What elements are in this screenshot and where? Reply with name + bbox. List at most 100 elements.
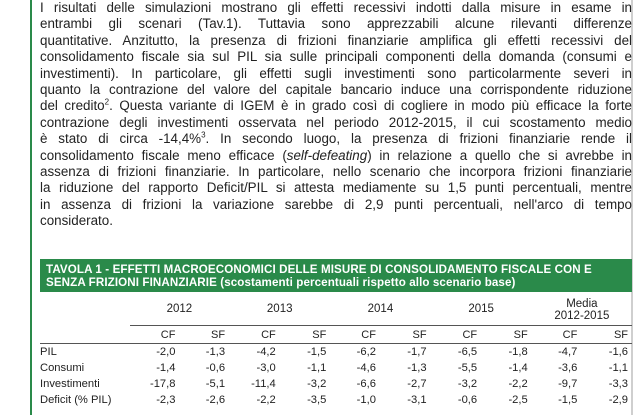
- year-header: 2014: [330, 292, 431, 326]
- paragraph-line: investimenti). In particolare, gli effet…: [40, 65, 632, 81]
- col-sf: SF: [412, 328, 427, 341]
- table-row: Consumi -1,4 -0,6 -3,0 -1,1 -4,6 -1,3 -5,5 -1,4 -…: [40, 360, 632, 376]
- col-sf: SF: [513, 328, 528, 341]
- row-label: Deficit (% PIL): [40, 394, 112, 406]
- col-cf: CF: [361, 328, 376, 341]
- data-table: 2012 2013 2014 2015 Media 2012-2015 CF S…: [40, 292, 632, 408]
- year-header: 2013: [229, 292, 331, 326]
- col-cf: CF: [462, 328, 478, 341]
- table-title-line: SENZA FRIZIONI FINANZIARIE (scostamenti …: [46, 276, 626, 289]
- media-header: Media 2012-2015: [531, 292, 632, 326]
- table-cell: -1,4: [156, 362, 176, 374]
- footnote-ref: 3: [201, 130, 206, 140]
- paragraph-line: in assenza di frizioni la variazione sar…: [40, 196, 632, 212]
- paragraph-text: del credito: [40, 98, 105, 114]
- paragraph-text: . In secondo luogo, la presenza di frizi…: [205, 131, 633, 147]
- right-margin-rule: [631, 0, 633, 415]
- year-header: 2015: [430, 292, 532, 326]
- table-cell: -1,0: [356, 394, 376, 406]
- paragraph-line: consolidamento fiscale meno efficace (se…: [40, 148, 632, 164]
- col-sf: SF: [613, 328, 628, 341]
- table-cell: -2,9: [608, 394, 628, 406]
- row-label: Investimenti: [40, 378, 100, 390]
- paragraph-line: è stato di circa -14,4%3. In secondo luo…: [40, 131, 632, 147]
- table-subtitle: (scostamenti percentuali rispetto allo s…: [220, 276, 516, 289]
- paragraph-text: ) in relazione a quello che si avrebbe i…: [367, 147, 632, 163]
- table-cell: -1,1: [307, 362, 327, 374]
- table-cell: -2,0: [129, 343, 180, 360]
- table-cell: -3,6: [558, 362, 578, 374]
- paragraph-line: consolidamento fiscale sia sul PIL sia s…: [40, 49, 632, 65]
- table-cell: -5,1: [205, 378, 226, 390]
- table-cell: -11,4: [251, 378, 276, 390]
- table-cell: -2,7: [407, 378, 427, 390]
- paragraph-line: quantitative. Anzitutto, la presenza di …: [40, 32, 632, 48]
- table-cell: -3,0: [256, 362, 276, 374]
- table-cell: -5,5: [457, 362, 478, 374]
- table-cell: -2,2: [256, 394, 276, 406]
- footnote-ref: 2: [104, 97, 110, 107]
- table-cell: -6,5: [430, 343, 482, 360]
- col-sf: SF: [312, 328, 327, 341]
- col-sf: SF: [211, 328, 226, 341]
- table-cell: -6,2: [330, 343, 380, 360]
- table-row: PIL -2,0 -1,3 -4,2 -1,5 -6,2 -1,7 -6,5 -1,8 -4,7-…: [40, 343, 632, 360]
- table-cell: -2,5: [508, 394, 528, 406]
- media-label: Media: [566, 298, 598, 310]
- col-cf: CF: [261, 328, 276, 341]
- paragraph-text: è stato di circa -14,4%: [40, 131, 202, 147]
- table-cell: -2,3: [156, 394, 176, 406]
- table-cell: -1,4: [508, 362, 528, 374]
- table-cell: -4,6: [356, 362, 376, 374]
- table-cell: -3,5: [307, 394, 327, 406]
- table-title-text: SENZA FRIZIONI FINANZIARIE: [46, 276, 217, 289]
- table-cell: -3,2: [457, 378, 478, 390]
- table-cell: -1,3: [179, 343, 230, 360]
- row-label: Consumi: [40, 362, 85, 374]
- paragraph-line: quanto la contrazione del valore del cap…: [40, 82, 632, 98]
- table-cell: -0,6: [205, 362, 226, 374]
- table-cell: -1,5: [558, 394, 578, 406]
- table-row: Deficit (% PIL) -2,3 -2,6 -2,2 -3,5 -1,0 -3,1 -…: [40, 392, 632, 408]
- table-block: TAVOLA 1 - EFFETTI MACROECONOMICI DELLE …: [40, 259, 632, 408]
- paragraph-line: contrazione degli investimenti osservata…: [40, 114, 632, 130]
- table-title: TAVOLA 1 - EFFETTI MACROECONOMICI DELLE …: [40, 259, 632, 292]
- italic-term: self-defeating: [286, 147, 368, 163]
- table-cell: -9,7: [558, 378, 578, 390]
- table-title-line: TAVOLA 1 - EFFETTI MACROECONOMICI DELLE …: [46, 263, 592, 276]
- table-cell: -3,1: [407, 394, 427, 406]
- table-cell: -4,7: [531, 343, 582, 360]
- paragraph-line: considerato.: [40, 213, 113, 229]
- table-cell: -2,2: [508, 378, 528, 390]
- corner-cell: [40, 292, 130, 326]
- corner-cell: [40, 326, 130, 344]
- table-cell: -2,6: [205, 394, 226, 406]
- col-cf: CF: [160, 328, 176, 341]
- table-cell: -1,1: [608, 362, 628, 374]
- table-cell: -1,3: [407, 362, 427, 374]
- table-cell: -1,7: [379, 343, 431, 360]
- year-header: 2012: [129, 292, 230, 326]
- paragraph-line: del credito2. Questa variante di IGEM è …: [40, 98, 632, 114]
- paragraph-line: entrambi gli scenari (Tav.1). Tuttavia s…: [40, 16, 632, 32]
- row-label: PIL: [40, 343, 130, 360]
- table-cell: -0,6: [457, 394, 478, 406]
- table-cell: -1,5: [279, 343, 331, 360]
- paragraph-line: assenza di frizioni finanziarie. In part…: [40, 164, 632, 180]
- left-margin-rule: [30, 0, 32, 415]
- paragraph-line: I risultati delle simulazioni mostrano g…: [40, 0, 632, 15]
- table-row: Investimenti -17,8 -5,1 -11,4 -3,2 -6,6 -2,7 -3…: [40, 376, 632, 392]
- table-cell: -4,2: [229, 343, 280, 360]
- table-cell: -1,6: [581, 343, 632, 360]
- paragraph-text: . Questa variante di IGEM è in grado cos…: [109, 98, 632, 114]
- body-paragraph: I risultati delle simulazioni mostrano g…: [40, 0, 632, 230]
- table-cell: -1,8: [481, 343, 532, 360]
- media-range: 2012-2015: [554, 310, 610, 322]
- paragraph-text: consolidamento fiscale meno efficace (: [40, 147, 287, 163]
- table-cell: -17,8: [149, 378, 176, 390]
- table-cell: -6,6: [356, 378, 376, 390]
- paragraph-line: la riduzione del rapporto Deficit/PIL si…: [40, 180, 632, 196]
- table-cell: -3,3: [608, 378, 628, 390]
- table-cell: -3,2: [307, 378, 327, 390]
- col-cf: CF: [562, 328, 578, 341]
